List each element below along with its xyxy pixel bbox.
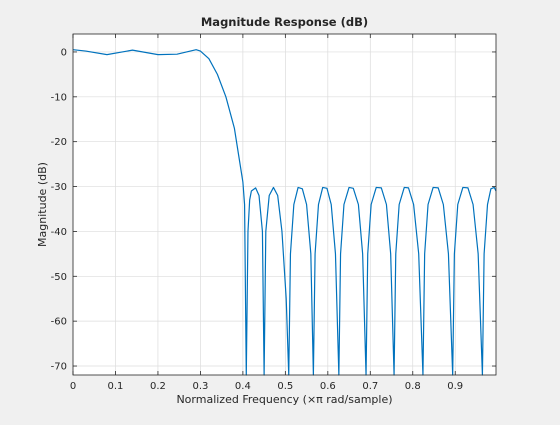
y-tick-label: 0 — [61, 47, 67, 58]
y-tick-label: -20 — [51, 137, 67, 148]
x-axis-title: Normalized Frequency (×π rad/sample) — [176, 393, 392, 406]
y-tick-label: -40 — [51, 227, 67, 238]
chart-title: Magnitude Response (dB) — [201, 15, 368, 29]
y-tick-label: -50 — [51, 272, 67, 283]
axes-box — [72, 33, 497, 376]
x-tick-label: 0.8 — [405, 381, 421, 392]
magnitude-response-line — [72, 49, 497, 376]
x-tick-label: 0.9 — [447, 381, 463, 392]
y-tick-label: -30 — [51, 182, 67, 193]
ticks: 0 0.1 0.2 0.3 0.4 0.5 0.6 0.7 0.8 0.9 0 -10 -20 -30 -4… — [51, 34, 496, 392]
x-tick-label: 0.2 — [150, 381, 166, 392]
plot-area — [73, 34, 496, 375]
y-tick-label: -70 — [51, 362, 67, 373]
y-tick-label: -10 — [51, 92, 67, 103]
x-tick-label: 0.6 — [320, 381, 336, 392]
x-tick-label: 0.1 — [108, 381, 124, 392]
y-tick-label: -60 — [51, 317, 67, 328]
x-tick-label: 0.5 — [277, 381, 293, 392]
plot-lines — [72, 49, 497, 376]
x-tick-label: 0.4 — [235, 381, 251, 392]
y-axis-title: Magnitude (dB) — [36, 162, 49, 247]
x-tick-label: 0 — [70, 381, 76, 392]
x-tick-label: 0.7 — [362, 381, 378, 392]
x-tick-label: 0.3 — [192, 381, 208, 392]
